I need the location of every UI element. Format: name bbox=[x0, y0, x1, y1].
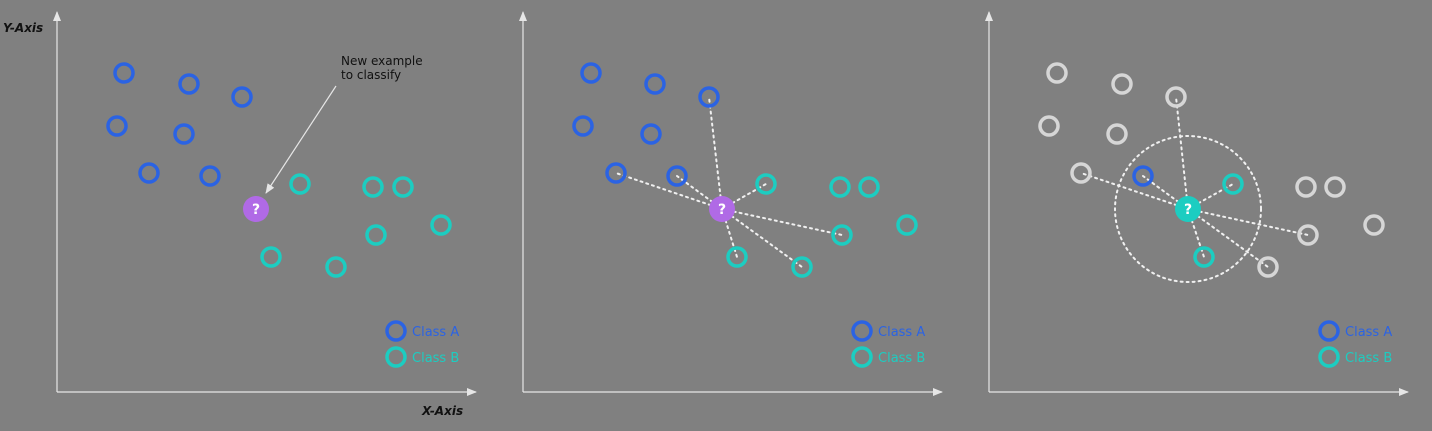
class-a-points bbox=[106, 62, 253, 187]
class-b-point bbox=[1193, 246, 1215, 268]
annotation-line2: to classify bbox=[341, 68, 401, 82]
legend-swatch-class-b bbox=[385, 346, 407, 368]
x-axis-title: X-Axis bbox=[421, 404, 463, 418]
faded-point bbox=[1106, 123, 1128, 145]
question-mark-icon: ? bbox=[718, 202, 726, 218]
panel-unclassified: Y-Axis X-Axis New example to classify bbox=[3, 11, 477, 418]
distance-line bbox=[708, 96, 723, 210]
neighborhood-circle bbox=[1114, 135, 1262, 283]
y-axis-title: Y-Axis bbox=[3, 21, 43, 35]
class-b-point bbox=[365, 224, 387, 246]
legend-swatch-class-a bbox=[851, 320, 873, 342]
faded-point bbox=[1070, 162, 1092, 184]
query-point: ? bbox=[243, 196, 269, 222]
legend-label-class-a: Class A bbox=[412, 325, 459, 340]
faded-point bbox=[1111, 73, 1133, 95]
legend-label-class-b: Class B bbox=[1345, 351, 1392, 366]
question-mark-icon: ? bbox=[1184, 202, 1192, 218]
legend-label-class-b: Class B bbox=[412, 351, 459, 366]
faded-point bbox=[1257, 256, 1279, 278]
faded-point bbox=[1165, 86, 1187, 108]
class-a-point bbox=[580, 62, 602, 84]
class-b-point bbox=[1222, 173, 1244, 195]
class-b-point bbox=[896, 214, 918, 236]
legend: Class A Class B bbox=[1318, 320, 1392, 368]
faded-point bbox=[1295, 176, 1317, 198]
query-point: ? bbox=[709, 196, 735, 222]
legend-label-class-b: Class B bbox=[878, 351, 925, 366]
distance-line bbox=[721, 208, 803, 268]
distance-line bbox=[721, 208, 843, 236]
panel-distances: ? Class A Class B bbox=[519, 11, 943, 396]
class-b-point bbox=[325, 256, 347, 278]
panel-nearest-neighbors: ? Class A Class B bbox=[985, 11, 1409, 396]
query-point: ? bbox=[1175, 196, 1201, 222]
class-a-point bbox=[231, 86, 253, 108]
class-a-point bbox=[1132, 165, 1154, 187]
class-b-point bbox=[726, 246, 748, 268]
distance-line bbox=[1187, 208, 1309, 236]
query-point-marker bbox=[709, 196, 735, 222]
distance-line bbox=[1175, 96, 1189, 210]
legend-swatch-class-b bbox=[851, 346, 873, 368]
class-a-point bbox=[572, 115, 594, 137]
legend-swatch-class-a bbox=[385, 320, 407, 342]
legend-swatch-class-b bbox=[1318, 346, 1340, 368]
annotation-line1: New example bbox=[341, 54, 423, 68]
legend-swatch-class-a bbox=[1318, 320, 1340, 342]
class-b-point bbox=[362, 176, 384, 198]
legend-label-class-a: Class A bbox=[878, 325, 925, 340]
faded-point bbox=[1324, 176, 1346, 198]
query-point-marker bbox=[243, 196, 269, 222]
faded-points bbox=[1038, 62, 1385, 278]
class-a-point bbox=[644, 73, 666, 95]
annotation: New example to classify bbox=[265, 54, 423, 194]
class-b-point bbox=[755, 173, 777, 195]
annotation-arrow bbox=[265, 85, 337, 194]
class-a-point bbox=[138, 162, 160, 184]
faded-point bbox=[1297, 224, 1319, 246]
class-b-point bbox=[829, 176, 851, 198]
distance-line bbox=[1080, 172, 1189, 210]
distance-lines bbox=[615, 96, 843, 268]
distance-line bbox=[615, 172, 723, 210]
faded-point bbox=[1046, 62, 1068, 84]
faded-point bbox=[1363, 214, 1385, 236]
query-point-marker bbox=[1175, 196, 1201, 222]
class-b-point bbox=[289, 173, 311, 195]
class-a-point bbox=[178, 73, 200, 95]
distance-line bbox=[1187, 208, 1269, 268]
faded-point bbox=[1038, 115, 1060, 137]
class-b-points bbox=[726, 173, 918, 278]
class-a-point bbox=[106, 115, 128, 137]
class-b-point bbox=[430, 214, 452, 236]
class-a-point bbox=[199, 165, 221, 187]
class-a-point bbox=[698, 86, 720, 108]
nearest-neighbor-points bbox=[1132, 165, 1244, 268]
class-a-point bbox=[173, 123, 195, 145]
class-a-point bbox=[640, 123, 662, 145]
legend: Class A Class B bbox=[385, 320, 459, 368]
class-b-points bbox=[260, 173, 452, 278]
legend-label-class-a: Class A bbox=[1345, 325, 1392, 340]
class-a-point bbox=[666, 165, 688, 187]
class-b-point bbox=[831, 224, 853, 246]
class-b-point bbox=[392, 176, 414, 198]
class-a-points bbox=[572, 62, 720, 187]
legend: Class A Class B bbox=[851, 320, 925, 368]
class-b-point bbox=[858, 176, 880, 198]
class-a-point bbox=[605, 162, 627, 184]
question-mark-icon: ? bbox=[252, 202, 260, 218]
class-a-point bbox=[113, 62, 135, 84]
class-b-point bbox=[791, 256, 813, 278]
distance-lines bbox=[1080, 96, 1309, 268]
class-b-point bbox=[260, 246, 282, 268]
